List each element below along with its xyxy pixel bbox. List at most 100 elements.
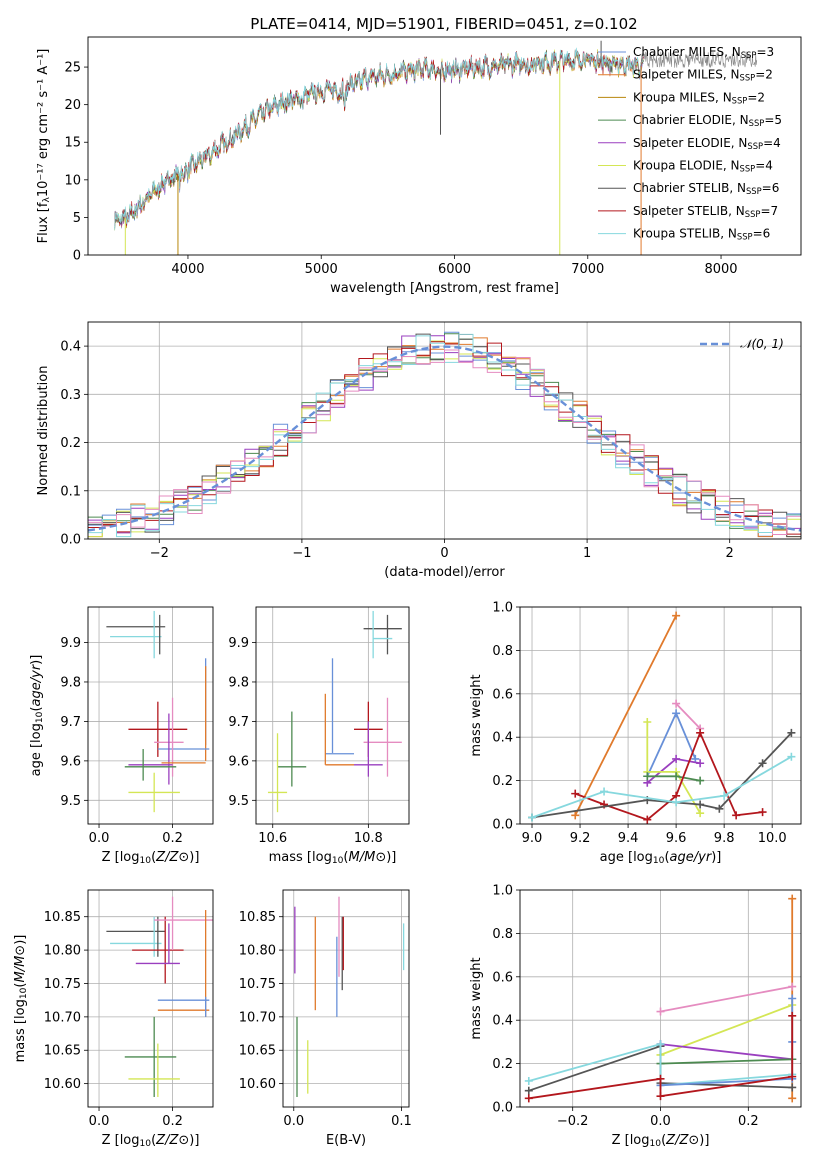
weight-line <box>660 985 793 1013</box>
weight-marker <box>696 809 705 818</box>
x-axis-label: Z [log10(Z/Z⊙)] <box>102 850 200 866</box>
y-tick-label: 9.7 <box>228 715 249 730</box>
x-tick-label: 9.0 <box>522 831 543 846</box>
mass-vs-metallicity-panel: 0.0 0.2 10.60 10.65 10.70 10.75 10.80 10.85 Z [l… <box>13 889 214 1149</box>
plot-area <box>114 40 758 255</box>
x-axis-label: Z [log10(Z/Z⊙)] <box>612 1133 710 1149</box>
weight-marker <box>524 1076 533 1085</box>
weight-marker <box>715 804 724 813</box>
weight-marker <box>656 1092 665 1101</box>
weight-marker <box>643 815 652 824</box>
weight-marker <box>787 752 796 761</box>
weight-marker <box>643 772 652 781</box>
histogram-step <box>88 349 801 535</box>
legend-label: Chabrier STELIB, NSSP=6 <box>633 181 779 196</box>
weight-marker <box>656 1040 665 1049</box>
legend-label: 𝒩(0, 1) <box>740 337 784 351</box>
weight-line <box>531 732 793 819</box>
weight-marker <box>720 791 729 800</box>
y-axis-label: Flux [fλ10⁻¹⁷ erg cm⁻² s⁻¹ A⁻¹] <box>36 49 52 244</box>
x-tick-label: −2 <box>150 546 169 561</box>
weight-marker <box>672 709 681 718</box>
weight-marker <box>696 776 705 785</box>
y-tick-label: 10.85 <box>239 910 276 925</box>
y-tick-label: 9.6 <box>60 754 81 769</box>
legend-label: Salpeter STELIB, NSSP=7 <box>633 204 778 219</box>
y-tick-label: 0.0 <box>492 1101 513 1116</box>
weight-marker <box>571 789 580 798</box>
y-tick-label: 0.0 <box>492 818 513 833</box>
weight-marker <box>787 728 796 737</box>
legend-label: Kroupa ELODIE, NSSP=4 <box>633 159 773 174</box>
x-tick-label: 0.0 <box>650 1114 671 1129</box>
y-tick-label: 0.3 <box>60 388 81 403</box>
axes-frame <box>87 606 214 825</box>
y-tick-label: 10.65 <box>239 1044 276 1059</box>
y-tick-label: 0.4 <box>60 340 81 355</box>
x-tick-label: 1 <box>583 546 591 561</box>
weight-marker <box>656 1007 665 1016</box>
legend-label: Kroupa STELIB, NSSP=6 <box>633 227 770 242</box>
spectrum-line <box>114 53 644 231</box>
weight-marker <box>732 811 741 820</box>
y-tick-label: 0.4 <box>492 731 513 746</box>
plot-area <box>106 896 213 1097</box>
x-tick-label: 10.0 <box>758 831 787 846</box>
x-tick-label: 9.8 <box>714 831 735 846</box>
weight-line <box>660 1058 793 1065</box>
y-tick-label: 10.80 <box>44 944 81 959</box>
weight-line <box>528 1042 793 1087</box>
weight-marker <box>672 699 681 708</box>
x-tick-label: 7000 <box>571 262 604 277</box>
axes-frame <box>87 36 802 256</box>
x-tick-label: 5000 <box>305 262 338 277</box>
legend-label: Kroupa MILES, NSSP=2 <box>633 90 765 105</box>
normal-curve <box>88 345 801 532</box>
weight-line <box>646 722 701 814</box>
y-tick-label: 9.5 <box>228 794 249 809</box>
y-tick-label: 9.9 <box>228 636 249 651</box>
legend-label: Chabrier ELODIE, NSSP=5 <box>633 113 782 128</box>
weight-marker <box>758 808 767 817</box>
y-tick-label: 1.0 <box>492 884 513 899</box>
x-axis-label: age [log10(age/yr)] <box>600 850 722 866</box>
weight-marker <box>788 1072 797 1081</box>
weight-marker <box>600 787 609 796</box>
mass-vs-extinction-panel: 0.0 0.1 10.60 10.65 10.70 10.75 10.80 10.85 E(B-… <box>239 889 412 1148</box>
x-tick-label: 10.6 <box>258 831 287 846</box>
legend-label: Chabrier MILES, NSSP=3 <box>633 45 774 60</box>
weight-marker <box>758 759 767 768</box>
y-tick-label: 9.8 <box>228 675 249 690</box>
x-tick-label: 0.0 <box>283 1114 304 1129</box>
y-tick-label: 0.6 <box>492 970 513 985</box>
y-tick-label: 10.60 <box>239 1077 276 1092</box>
x-tick-label: 2 <box>726 546 734 561</box>
plot-area <box>88 331 801 538</box>
weight-line <box>660 1004 793 1056</box>
y-tick-label: 0.2 <box>60 436 81 451</box>
plot-area <box>528 611 796 824</box>
x-tick-label: 0.1 <box>391 1114 412 1129</box>
y-tick-label: 0.2 <box>492 1057 513 1072</box>
x-tick-label: 9.2 <box>570 831 591 846</box>
x-axis-label: mass [log10(M/M⊙)] <box>269 850 397 866</box>
y-axis-label: mass [log10(M/M⊙)] <box>13 935 29 1063</box>
y-tick-label: 10.65 <box>44 1044 81 1059</box>
weight-marker <box>696 759 705 768</box>
x-tick-label: −1 <box>292 546 311 561</box>
weight-marker <box>571 811 580 820</box>
weight-marker <box>524 1094 533 1103</box>
y-tick-label: 10.75 <box>44 977 81 992</box>
y-tick-label: 0.8 <box>492 644 513 659</box>
plot-area <box>106 610 210 813</box>
y-tick-label: 9.9 <box>60 636 81 651</box>
weight-marker <box>696 728 705 737</box>
y-tick-label: 10 <box>64 173 81 188</box>
age-vs-metallicity-panel: 0.0 0.2 9.5 9.6 9.7 9.8 9.9 Z [log10(Z/Z⊙)] age … <box>29 606 214 866</box>
age-vs-mass-panel: 10.6 10.8 9.5 9.6 9.7 9.8 9.9 mass [log10(M/M⊙)… <box>228 606 410 866</box>
y-axis-label: mass weight <box>469 674 484 756</box>
x-axis-label: E(B-V) <box>326 1133 366 1148</box>
y-tick-label: 15 <box>64 136 81 151</box>
x-tick-label: 8000 <box>704 262 737 277</box>
spectrum-line <box>114 47 644 230</box>
